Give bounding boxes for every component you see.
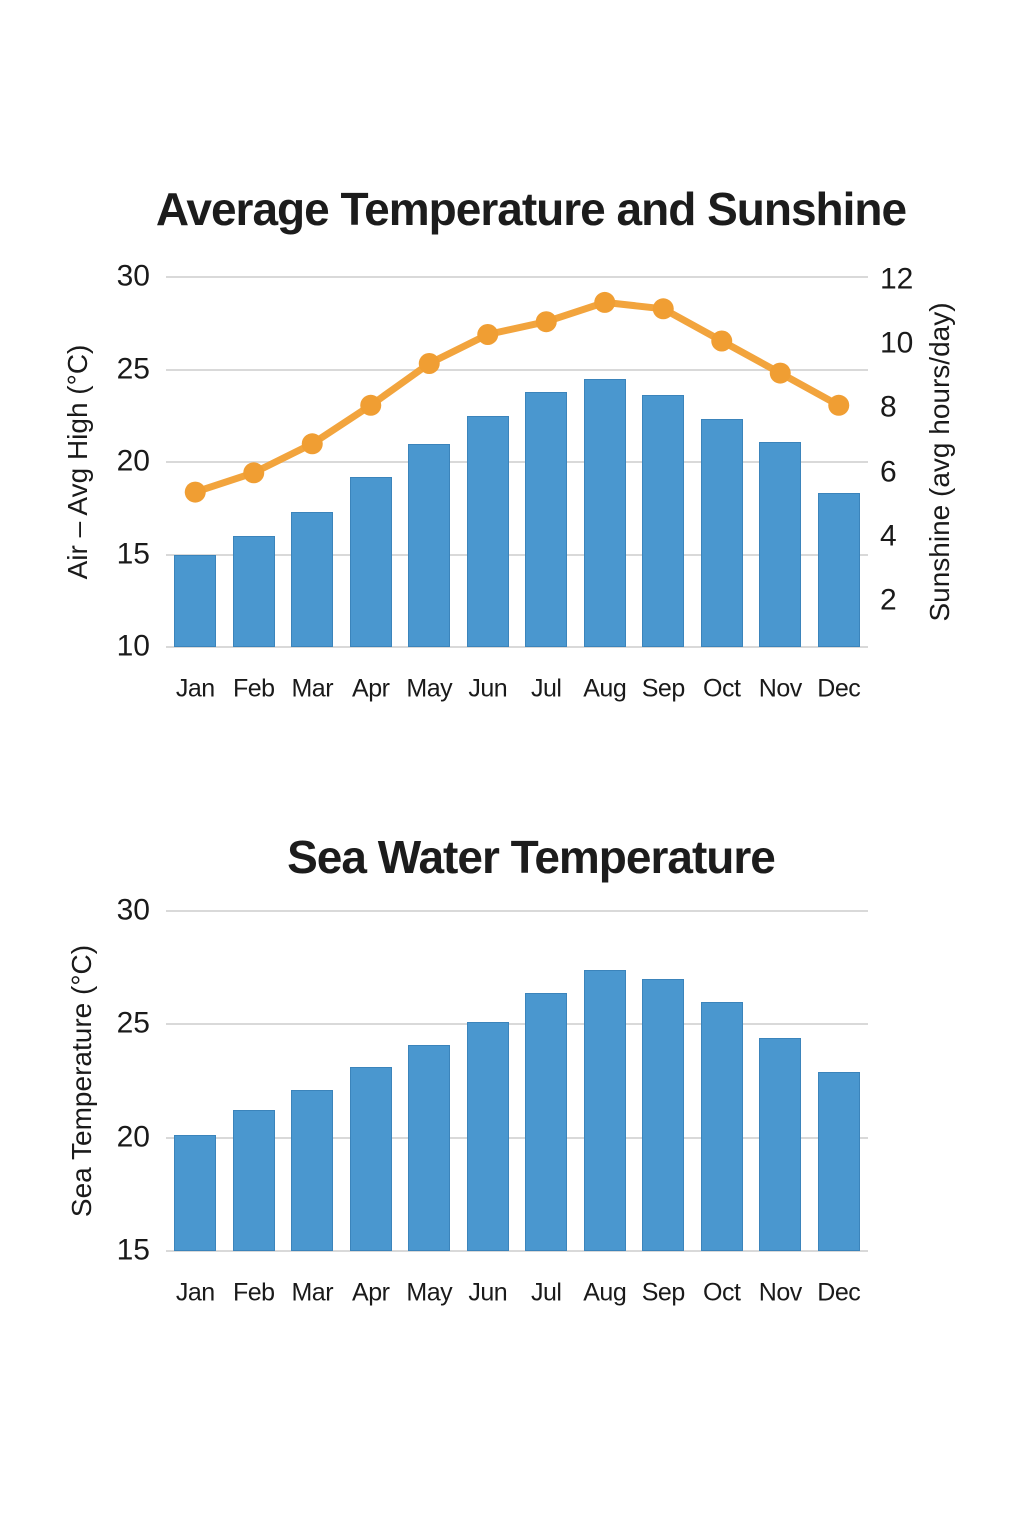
bar-mar — [291, 1090, 334, 1251]
line-marker-jun — [477, 324, 499, 345]
chart1-title: Average Temperature and Sunshine — [155, 182, 907, 235]
left-tick-label-15: 15 — [116, 1233, 150, 1267]
bar-may — [408, 443, 451, 647]
gridline-15 — [166, 553, 868, 556]
chart2-left-axis-title: Sea Temperature (°C) — [66, 944, 97, 1218]
right-tick-label-12: 12 — [880, 262, 914, 296]
bar-jul — [525, 391, 568, 647]
gridline-30 — [166, 276, 868, 278]
month-label-jan: Jan — [175, 674, 215, 703]
bar-jun — [466, 1022, 509, 1251]
sunshine-line-path — [191, 298, 843, 496]
month-label-jun: Jun — [468, 674, 508, 703]
bar-nov — [759, 441, 802, 647]
bar-dec — [817, 493, 860, 647]
month-label-jul: Jul — [531, 674, 562, 703]
bar-aug — [583, 378, 626, 647]
month-label-sep: Sep — [641, 674, 685, 703]
line-marker-sep — [652, 298, 674, 320]
left-tick-label-20: 20 — [116, 444, 150, 478]
month-label-nov: Nov — [758, 674, 802, 703]
month-label-oct: Oct — [703, 1278, 741, 1307]
right-tick-label-4: 4 — [880, 519, 897, 553]
line-marker-mar — [301, 433, 323, 455]
bar-nov — [759, 1037, 802, 1251]
month-label-dec: Dec — [817, 674, 861, 703]
line-marker-nov — [769, 362, 791, 384]
left-tick-label-10: 10 — [116, 629, 150, 663]
gridline-15 — [166, 1250, 868, 1252]
month-label-dec: Dec — [817, 1278, 861, 1307]
month-label-mar: Mar — [291, 1278, 334, 1307]
gridline-30 — [166, 910, 868, 912]
line-marker-dec — [828, 394, 850, 416]
gridline-20 — [166, 1136, 868, 1139]
month-label-apr: Apr — [352, 674, 390, 703]
right-tick-label-2: 2 — [880, 583, 897, 617]
right-tick-label-10: 10 — [880, 326, 914, 360]
month-label-may: May — [406, 674, 453, 703]
bar-jan — [174, 1135, 217, 1251]
left-tick-label-20: 20 — [116, 1119, 150, 1153]
bar-apr — [349, 476, 392, 647]
month-label-jul: Jul — [531, 1278, 562, 1307]
month-label-mar: Mar — [291, 674, 334, 703]
left-tick-label-30: 30 — [116, 259, 150, 293]
month-label-oct: Oct — [703, 674, 741, 703]
month-label-jan: Jan — [175, 1278, 215, 1307]
bar-feb — [232, 536, 275, 647]
bar-jul — [525, 992, 568, 1251]
chart1-left-axis-title: Air – Avg High (°C) — [62, 344, 93, 580]
bar-jan — [174, 554, 217, 647]
left-tick-label-25: 25 — [116, 1006, 150, 1040]
bar-may — [408, 1044, 451, 1251]
bar-sep — [642, 979, 685, 1251]
left-tick-label-25: 25 — [116, 351, 150, 385]
month-label-feb: Feb — [232, 674, 275, 703]
month-label-may: May — [406, 1278, 453, 1307]
chart1-right-axis-title: Sunshine (avg hours/day) — [924, 302, 955, 622]
bar-apr — [349, 1067, 392, 1251]
month-label-nov: Nov — [758, 1278, 802, 1307]
right-tick-label-8: 8 — [880, 390, 897, 424]
month-label-sep: Sep — [641, 1278, 685, 1307]
bar-jun — [466, 415, 509, 647]
line-marker-jan — [184, 481, 206, 503]
gridline-25 — [166, 1023, 868, 1026]
month-label-aug: Aug — [583, 674, 627, 703]
left-tick-label-15: 15 — [116, 536, 150, 570]
bar-oct — [700, 419, 743, 647]
line-marker-may — [418, 353, 440, 374]
bar-mar — [291, 511, 334, 647]
line-marker-oct — [711, 330, 733, 352]
month-label-apr: Apr — [352, 1278, 390, 1307]
month-label-feb: Feb — [232, 1278, 275, 1307]
bar-aug — [583, 969, 626, 1251]
month-label-jun: Jun — [468, 1278, 508, 1307]
gridline-25 — [166, 368, 868, 371]
right-tick-label-6: 6 — [880, 455, 897, 489]
bar-feb — [232, 1110, 275, 1251]
bar-dec — [817, 1071, 860, 1251]
month-label-aug: Aug — [583, 1278, 627, 1307]
gridline-20 — [166, 461, 868, 463]
left-tick-label-30: 30 — [116, 893, 150, 927]
line-marker-aug — [594, 291, 616, 313]
bar-sep — [642, 395, 685, 647]
line-marker-jul — [535, 311, 557, 333]
chart2-title: Sea Water Temperature — [287, 830, 776, 883]
gridline-10 — [166, 646, 868, 648]
bar-oct — [700, 1001, 743, 1251]
line-marker-apr — [360, 394, 382, 416]
line-marker-feb — [243, 462, 265, 484]
